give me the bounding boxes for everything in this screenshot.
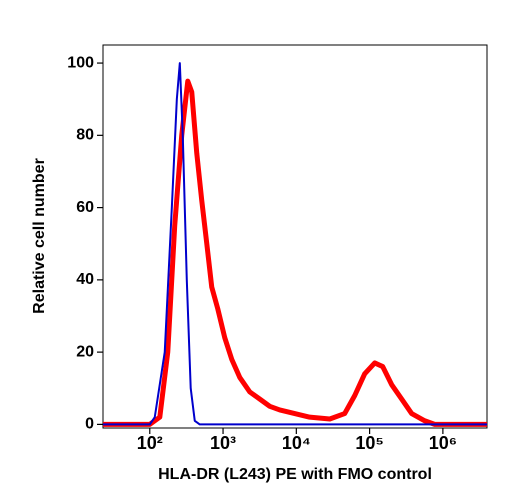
y-tick-label: 80	[76, 127, 94, 144]
x-tick-label: 10³	[210, 433, 236, 453]
series-line	[103, 78, 487, 427]
y-tick-label: 40	[76, 271, 94, 288]
x-tick-label: 10⁴	[282, 433, 311, 453]
y-tick-label: 60	[76, 199, 94, 216]
y-tick-label: 0	[85, 416, 94, 433]
x-tick-label: 10⁶	[429, 433, 457, 453]
y-tick-label: 100	[67, 54, 94, 71]
plot-frame	[102, 44, 488, 429]
series-line	[103, 62, 487, 426]
x-tick-label: 10²	[137, 433, 163, 453]
y-axis-title: Relative cell number	[31, 158, 48, 314]
x-axis-title: HLA-DR (L243) PE with FMO control	[158, 466, 432, 483]
y-tick-label: 20	[76, 343, 94, 360]
x-tick-label: 10⁵	[355, 433, 383, 453]
